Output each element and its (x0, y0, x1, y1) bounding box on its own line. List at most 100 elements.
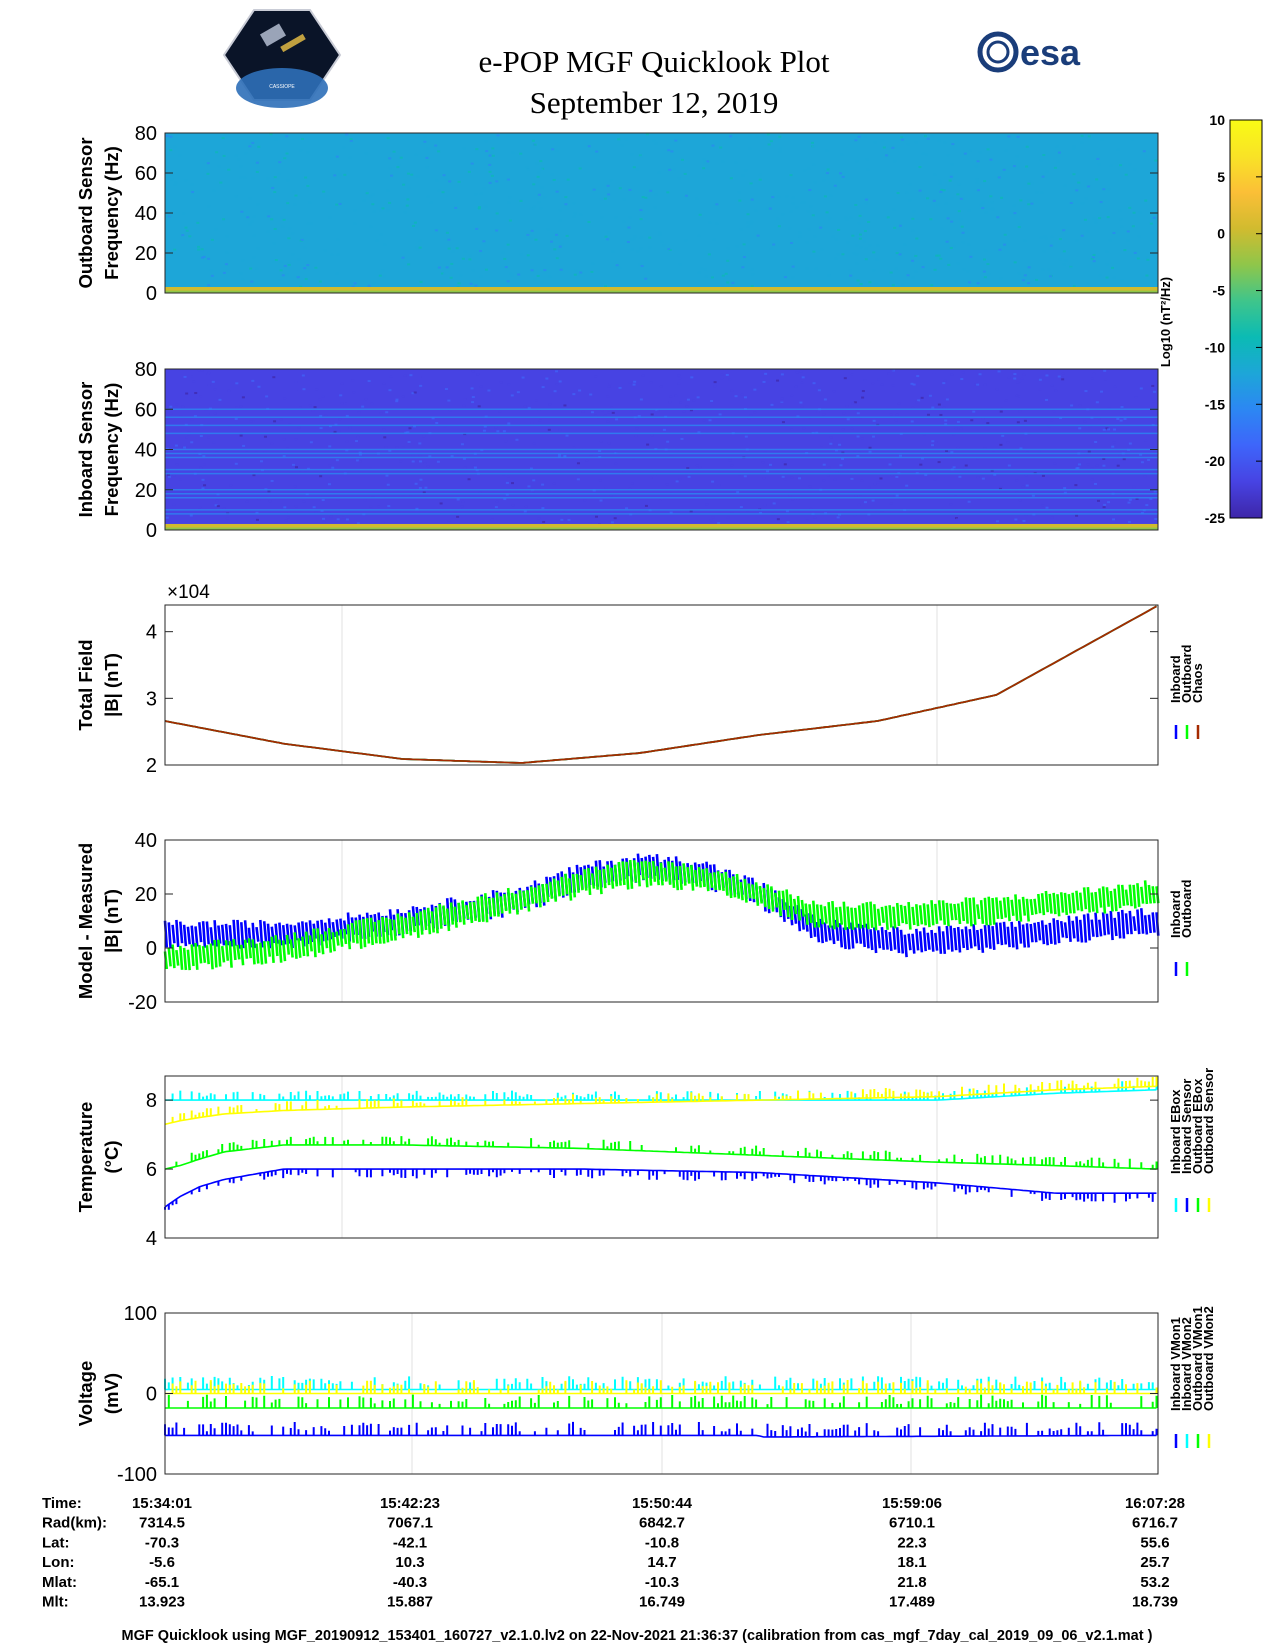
y-tick-label: 100 (124, 1303, 157, 1325)
series-outboard-ebox (164, 1136, 1158, 1170)
ephemeris-value: 14.7 (647, 1554, 676, 1571)
axes-box (164, 1075, 1159, 1239)
inboard-spectrogram-panel: 0 20 40 60 80 Inboard Sensor Frequency (Hz) (75, 359, 1159, 542)
series-chaos (164, 605, 1157, 764)
ephemeris-value: 55.6 (1140, 1534, 1169, 1551)
legend-label: Inboard EBox (1168, 1089, 1183, 1174)
legend-label: Outboard (1179, 644, 1194, 703)
colorbar (1229, 119, 1263, 519)
spectrogram-background (165, 133, 1158, 293)
y-tick-label: 80 (135, 359, 157, 381)
y-tick-label: 40 (135, 440, 157, 462)
colorbar-tick-label: -5 (1213, 283, 1226, 299)
y-tick-label: 80 (135, 123, 157, 145)
legend-label: Inboard (1168, 655, 1183, 703)
trace-spikes (171, 1076, 1158, 1123)
ephemeris-label: Mlt: (42, 1594, 69, 1611)
y-tick-label: 0 (146, 938, 157, 960)
y-tick-label: 60 (135, 399, 157, 421)
ephemeris-value: -70.3 (145, 1534, 179, 1551)
legend-label: Inboard VMon2 (1179, 1317, 1194, 1411)
y-axis-label: Total Field (75, 639, 96, 730)
ephemeris-value: -42.1 (393, 1534, 427, 1551)
y-tick-label: 0 (146, 283, 157, 305)
trace-spikes (171, 1380, 1158, 1394)
legend-label: Outboard EBox (1190, 1078, 1205, 1174)
ephemeris-value: 21.8 (897, 1574, 926, 1591)
dc-band (165, 527, 1158, 530)
low-frequency-band (165, 523, 1158, 530)
axis-multiplier: ×104 (167, 582, 210, 603)
plot-area (165, 605, 1158, 765)
y-tick-label: 40 (135, 830, 157, 852)
ephemeris-value: 16:07:28 (1125, 1495, 1185, 1512)
ephemeris-label: Lat: (42, 1534, 70, 1551)
y-tick-label: 6 (146, 1159, 157, 1181)
ephemeris-label: Rad(km): (42, 1515, 107, 1532)
y-tick-label: 20 (135, 884, 157, 906)
y-tick-label: 4 (146, 622, 157, 644)
ephemeris-label: Mlat: (42, 1574, 77, 1591)
ephemeris-value: 22.3 (897, 1534, 926, 1551)
colorbar-tick-label: 5 (1217, 169, 1225, 185)
y-tick-label: 2 (146, 755, 157, 777)
trace-line (164, 1168, 1157, 1208)
legend-label: Outboard (1179, 879, 1194, 938)
legend-label: Inboard (1168, 890, 1183, 938)
y-tick-label: 20 (135, 243, 157, 265)
trace-spikes (175, 1136, 1158, 1170)
spectrogram-texture (165, 133, 1158, 293)
ephemeris-value: 18.739 (1132, 1594, 1178, 1611)
y-axis-label: Outboard Sensor (75, 137, 96, 288)
ephemeris-value: -65.1 (145, 1574, 179, 1591)
legend-label: Outboard VMon1 (1190, 1306, 1205, 1411)
series-outboard-vmon1 (165, 1394, 1158, 1409)
ephemeris-value: 6710.1 (889, 1515, 935, 1532)
ephemeris-value: -5.6 (149, 1554, 175, 1571)
axes-box (164, 604, 1159, 766)
ephemeris-value: -10.8 (645, 1534, 679, 1551)
y-axis-label: (mV) (101, 1373, 122, 1414)
trace-spikes (167, 1394, 1158, 1408)
ephemeris-value: -40.3 (393, 1574, 427, 1591)
esa-logo-text: esa (1020, 32, 1081, 73)
ephemeris-value: 25.7 (1140, 1554, 1169, 1571)
noise-trace (163, 859, 1160, 971)
legend-label: Inboard Sensor (1179, 1079, 1194, 1174)
y-axis-label: Model - Measured (75, 843, 96, 999)
y-axis-label: Inboard Sensor (75, 382, 96, 518)
y-axis-label: (°C) (101, 1140, 122, 1173)
ephemeris-value: 6716.7 (1132, 1515, 1178, 1532)
y-tick-label: 60 (135, 163, 157, 185)
series-outboard-vmon2 (165, 1380, 1158, 1395)
ephemeris-value: 53.2 (1140, 1574, 1169, 1591)
legend-label: Chaos (1190, 663, 1205, 703)
ephemeris-label: Time: (42, 1495, 82, 1512)
y-axis-label: |B| (nT) (101, 889, 122, 953)
y-tick-label: 40 (135, 203, 157, 225)
y-tick-label: 8 (146, 1090, 157, 1112)
colorbar-tick-label: -25 (1205, 510, 1225, 526)
y-axis-label: Frequency (Hz) (101, 146, 122, 280)
legend-label: Outboard VMon2 (1201, 1306, 1216, 1411)
mission-logo: CASSIOPE (222, 9, 342, 108)
y-tick-label: 0 (146, 1384, 157, 1406)
ephemeris-value: 13.923 (139, 1594, 185, 1611)
footer-text: MGF Quicklook using MGF_20190912_153401_… (122, 1628, 1153, 1644)
ephemeris-value: 16.749 (639, 1594, 685, 1611)
outboard-spectrogram-panel: 0 20 40 60 80 Outboard Sensor Frequency (Hz) (75, 123, 1159, 305)
y-tick-label: -100 (117, 1464, 157, 1486)
y-axis-label: Frequency (Hz) (101, 383, 122, 517)
y-tick-label: 0 (146, 520, 157, 542)
ephemeris-value: 6842.7 (639, 1515, 685, 1532)
y-tick-label: 20 (135, 480, 157, 502)
ephemeris-value: 15:34:01 (132, 1495, 192, 1512)
axes-box (164, 839, 1159, 1003)
